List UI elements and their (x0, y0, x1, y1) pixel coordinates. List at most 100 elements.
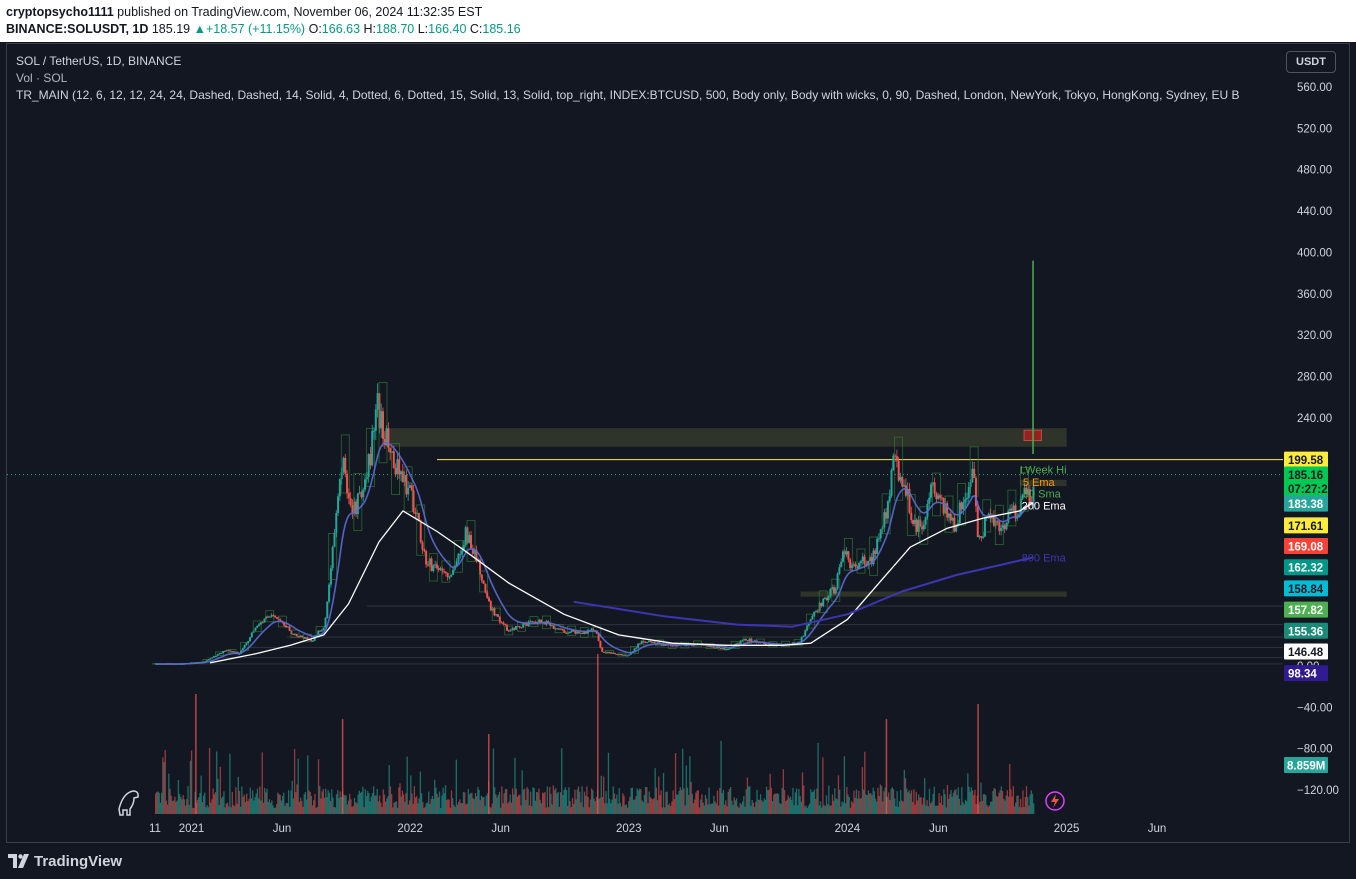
candle-body (962, 502, 965, 510)
volume-bar (644, 786, 647, 814)
volume-bar (485, 795, 487, 814)
volume-bar (982, 794, 985, 814)
candle-body (290, 630, 293, 634)
volume-bar (549, 786, 551, 814)
candle-body (496, 614, 499, 617)
candle-body (362, 489, 365, 498)
volume-bar (986, 804, 988, 814)
volume-bar (369, 801, 371, 814)
volume-bar (925, 805, 927, 814)
volume-bar (794, 792, 796, 814)
candle-body (921, 526, 924, 530)
candle-body (568, 631, 571, 633)
volume-bar (620, 806, 623, 814)
volume-bar (930, 803, 932, 814)
volume-bar (344, 795, 346, 814)
candle-body (232, 651, 235, 653)
volume-bar (580, 802, 582, 814)
ema-200-line (209, 502, 1034, 664)
candle-body (908, 488, 911, 513)
candle-body (770, 644, 773, 646)
weekly-box (529, 616, 539, 627)
price-label: 162.32 (1288, 563, 1323, 575)
candle-body (983, 517, 986, 537)
volume-bar (473, 799, 475, 814)
price-label-bg (1284, 495, 1328, 512)
volume-bar (594, 800, 596, 814)
volume-bar (587, 797, 589, 814)
volume-bar (840, 806, 842, 814)
volume-bar (799, 796, 801, 814)
volume-bar (367, 790, 369, 814)
candle-body (317, 630, 320, 636)
candle-body (728, 648, 731, 650)
author-name[interactable]: cryptopsycho1111 (6, 5, 114, 19)
candle-body (419, 520, 422, 543)
volume-bar (642, 802, 644, 814)
volume-bar (1025, 786, 1028, 814)
volume-bar (539, 799, 541, 814)
candle-body (425, 551, 428, 565)
volume-bar (472, 798, 474, 814)
volume-bar (740, 804, 743, 814)
open-value: 166.63 (321, 22, 361, 36)
volume-bar (761, 800, 763, 814)
x-tick-label: 2022 (397, 823, 423, 835)
volume-bar (298, 801, 301, 814)
candle-body (435, 564, 438, 569)
volume-bar (900, 790, 902, 814)
volume-bar (908, 790, 910, 814)
volume-bar (924, 778, 926, 814)
candle-body (996, 520, 999, 522)
volume-bar (957, 787, 959, 814)
volume-bar (732, 804, 734, 814)
volume-bar (896, 791, 898, 814)
volume-bar (680, 789, 683, 814)
volume-bar (308, 790, 310, 814)
candle-body (748, 638, 751, 641)
volume-bar (581, 786, 583, 814)
volume-bar (769, 773, 771, 814)
candle-body (674, 645, 677, 647)
candle-body (885, 512, 888, 519)
candle-body (396, 459, 399, 475)
price-label: 171.61 (1288, 521, 1324, 533)
volume-bar (988, 805, 991, 814)
volume-bar (595, 797, 598, 814)
volume-bar (527, 789, 529, 814)
candle-body (917, 519, 920, 532)
volume-bar (655, 787, 658, 814)
volume-bar (182, 795, 184, 814)
volume-bar (456, 804, 459, 814)
volume-bar (987, 806, 989, 814)
candle-body (265, 616, 268, 619)
annotation-label: LWeek Hi (1020, 465, 1067, 477)
candle-body (349, 498, 352, 506)
candle-body (344, 457, 347, 474)
candle-body (998, 521, 1001, 532)
candle-body (852, 564, 855, 566)
candle-body (872, 550, 875, 565)
low-value: 166.40 (428, 22, 467, 36)
volume-bar (238, 790, 241, 814)
chart-area[interactable]: LWeek Hi 5 Ema 50 Sma 200 Ema 800 Ema 560.00 5… (6, 43, 1350, 843)
volume-bar (237, 776, 239, 814)
candle-body (320, 630, 323, 632)
currency-button[interactable]: USDT (1286, 51, 1336, 73)
volume-bar (297, 758, 299, 814)
volume-bar (454, 807, 456, 814)
candle-body (1010, 508, 1013, 511)
candle-body (807, 623, 810, 626)
lightning-icon[interactable] (1045, 791, 1065, 811)
volume-bar (521, 770, 523, 814)
volume-bar (1017, 795, 1019, 814)
replay-dino-icon[interactable] (118, 790, 139, 816)
volume-bar (480, 795, 483, 814)
volume-bar (985, 795, 987, 814)
volume-bar (315, 807, 317, 814)
volume-bar (624, 805, 626, 814)
volume-bar (499, 807, 502, 814)
volume-bar (745, 789, 747, 814)
tradingview-logo[interactable]: TradingView (8, 851, 122, 871)
